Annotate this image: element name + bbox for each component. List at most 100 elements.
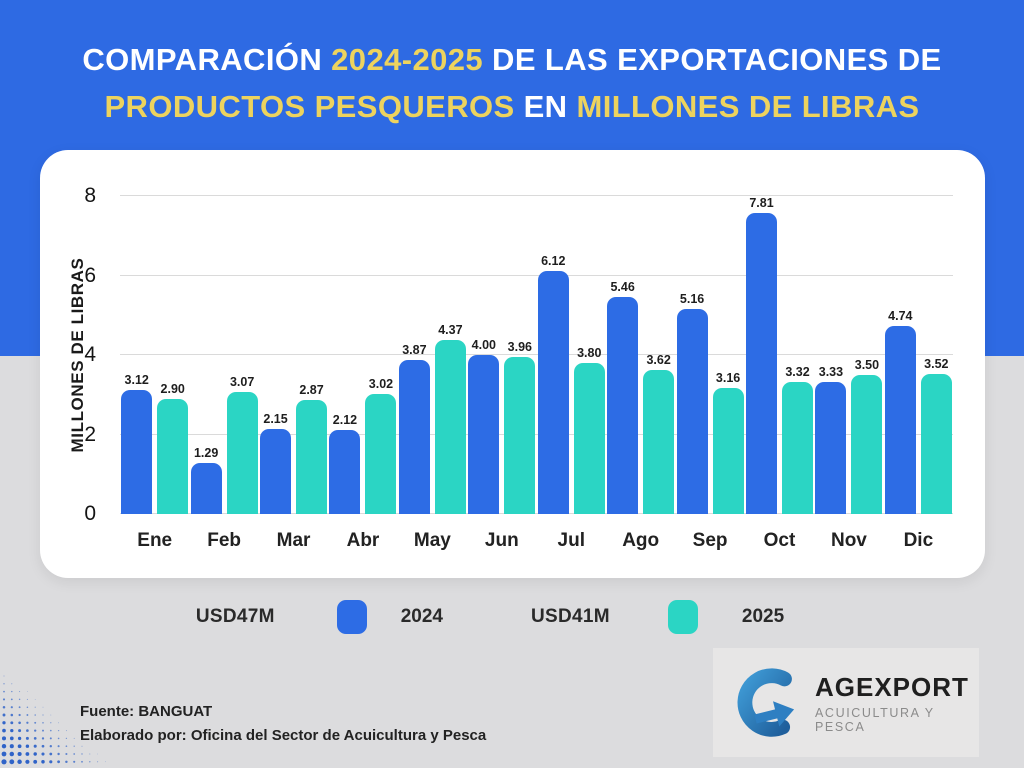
bar-value-label: 2.12: [332, 412, 358, 427]
bar-value-label: 3.07: [229, 374, 255, 389]
x-tick-label-feb: Feb: [207, 530, 242, 551]
bar-2025-ene: [157, 398, 189, 514]
legend-swatch-2025: [667, 600, 698, 634]
bar-wrap: 3.62: [643, 196, 675, 514]
bar-wrap: 3.50: [851, 196, 883, 514]
bar-2024-sep: [676, 308, 708, 514]
bar-value-label: 3.02: [368, 376, 394, 391]
bar-wrap: 3.96: [504, 196, 536, 514]
y-tick-label: 4: [84, 343, 96, 366]
bar-wrap: 4.00: [468, 196, 500, 514]
bar-value-label: 3.96: [507, 339, 532, 354]
bar-2025-jun: [504, 356, 536, 514]
gridline: [120, 433, 953, 435]
agexport-logo: AGEXPORT ACUICULTURA Y PESCA: [713, 648, 979, 757]
bar-value-label: 3.12: [124, 372, 149, 387]
title-line-1: COMPARACIÓN 2024-2025 DE LAS EXPORTACION…: [0, 36, 1024, 83]
bar-value-label: 1.29: [193, 445, 219, 460]
bar-value-label: 4.37: [438, 323, 463, 338]
gridline: [120, 195, 953, 196]
bar-value-label: 5.46: [610, 279, 635, 294]
bar-value-label: 4.74: [888, 308, 913, 323]
title-text: EN: [514, 89, 577, 124]
bar-wrap: 3.07: [226, 196, 258, 514]
bar-2024-jun: [468, 355, 500, 514]
logo-name: AGEXPORT: [815, 671, 969, 702]
x-tick-label-dic: Dic: [903, 530, 934, 551]
bar-2024-feb: [190, 462, 222, 514]
bar-2025-sep: [712, 388, 744, 514]
bar-2025-dic: [920, 374, 952, 514]
bar-value-label: 6.12: [541, 253, 566, 268]
bar-wrap: 5.16: [676, 196, 708, 514]
bar-2025-jul: [573, 362, 605, 514]
bar-wrap: 3.52: [920, 196, 952, 514]
title-text: COMPARACIÓN: [82, 42, 332, 77]
legend-label-2025: 2025: [741, 606, 785, 627]
bar-group-nov: 3.33 3.50: [814, 196, 883, 514]
g-arrow-logo-icon: [737, 667, 795, 737]
bar-value-label: 2.87: [299, 382, 324, 397]
y-tick-label: 6: [84, 263, 96, 287]
bar-2024-nov: [815, 381, 847, 514]
x-tick-label-jul: Jul: [557, 530, 585, 551]
logo-text-block: AGEXPORT ACUICULTURA Y PESCA: [815, 672, 979, 734]
x-tick-label-mar: Mar: [276, 530, 311, 551]
bar-2025-mar: [296, 399, 328, 514]
x-tick-label-nov: Nov: [830, 530, 867, 551]
bar-wrap: 3.87: [398, 196, 430, 514]
bar-2025-may: [434, 340, 466, 514]
title-line-2: PRODUCTOS PESQUEROS EN MILLONES DE LIBRA…: [0, 83, 1024, 130]
x-axis-labels: Ene Feb Mar Abr May Jun Jul Ago Sep Oct Nov Dic: [120, 530, 953, 562]
bar-wrap: 4.37: [434, 196, 466, 514]
bar-group-jun: 4.00 3.96: [467, 196, 536, 514]
halftone-dots-decoration: [1, 675, 106, 765]
bar-value-label: 2.90: [160, 381, 185, 396]
bar-group-ene: 3.12 2.90: [120, 196, 189, 514]
x-tick-label-oct: Oct: [763, 530, 796, 551]
chart-legend: USD47M 2024 USD41M 2025: [0, 600, 980, 634]
bar-group-may: 3.87 4.37: [398, 196, 467, 514]
bar-wrap: 2.12: [329, 196, 361, 514]
bar-group-feb: 1.29 3.07: [189, 196, 258, 514]
y-tick-label: 0: [84, 502, 96, 525]
title-accent-products: PRODUCTOS PESQUEROS: [104, 89, 515, 124]
bar-wrap: 5.46: [607, 196, 639, 514]
y-axis-ticks: 0 2 4 6 8: [40, 184, 110, 525]
bar-value-label: 3.62: [646, 353, 671, 368]
bar-value-label: 3.16: [715, 371, 741, 386]
bar-value-label: 3.33: [818, 364, 844, 379]
x-tick-label-may: May: [413, 530, 451, 551]
bar-2024-may: [398, 360, 430, 514]
bar-group-ago: 5.46 3.62: [606, 196, 675, 514]
bar-value-label: 3.32: [785, 365, 810, 380]
bar-group-mar: 2.15 2.87: [259, 196, 328, 514]
bar-value-label: 4.00: [471, 338, 496, 352]
plot-area: 3.12 2.90 1.29 3.07 2.15 2.87 2.12 3.02 3.87 4.37…: [120, 195, 953, 514]
source-line: Fuente: BANGUAT: [80, 703, 213, 720]
legend-label-2024: 2024: [400, 606, 443, 627]
x-tick-label-ago: Ago: [622, 530, 660, 551]
y-tick-label: 8: [84, 184, 96, 207]
bar-wrap: 2.87: [296, 196, 328, 514]
gridline: [120, 513, 953, 514]
bar-wrap: 1.29: [190, 196, 222, 514]
bar-2024-dic: [884, 325, 916, 514]
y-tick-label: 2: [84, 422, 96, 446]
bar-value-label: 7.81: [749, 196, 774, 210]
bar-2025-ago: [643, 370, 675, 514]
bar-groups: 3.12 2.90 1.29 3.07 2.15 2.87 2.12 3.02 3.87 4.37…: [120, 196, 953, 514]
title-accent-years: 2024-2025: [331, 42, 484, 77]
bar-2024-mar: [260, 428, 292, 514]
bar-value-label: 3.87: [402, 343, 427, 358]
bar-group-sep: 5.16 3.16: [675, 196, 744, 514]
x-tick-label-ene: Ene: [137, 530, 173, 551]
bar-value-label: 3.50: [854, 357, 880, 372]
bar-wrap: 4.74: [884, 196, 916, 514]
bar-group-jul: 6.12 3.80: [537, 196, 606, 514]
gridline: [120, 274, 953, 276]
bar-value-label: 5.16: [679, 291, 705, 306]
bar-wrap: 3.80: [573, 196, 605, 514]
bar-2024-oct: [746, 213, 777, 514]
